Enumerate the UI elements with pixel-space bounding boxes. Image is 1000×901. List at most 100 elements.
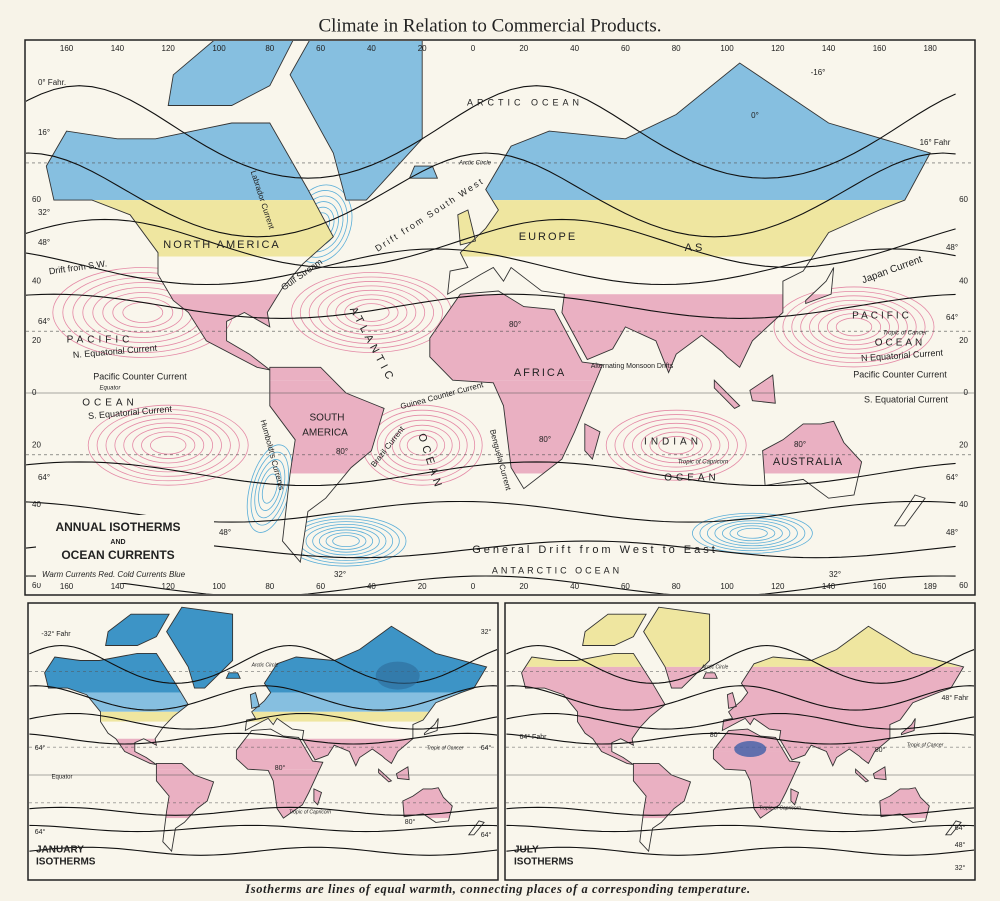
coastline — [395, 766, 410, 781]
map-label: 64° — [35, 744, 46, 752]
latitude-label: 60 — [959, 581, 968, 590]
map-label: General Drift from West to East — [472, 544, 718, 556]
latitude-label: 60 — [959, 195, 968, 204]
ocean-current — [123, 422, 214, 468]
inset-title: ISOTHERMS — [514, 857, 574, 868]
ocean-current — [722, 522, 783, 544]
isotherm — [26, 248, 956, 286]
ocean-current — [105, 413, 231, 477]
coastline — [167, 41, 294, 106]
map-label: 32° — [955, 864, 966, 872]
ocean-current — [835, 317, 873, 337]
longitude-label: 40 — [570, 44, 579, 53]
longitude-label: 60 — [621, 582, 630, 591]
legend-title: OCEAN CURRENTS — [61, 548, 174, 562]
map-label: ARCTIC OCEAN — [467, 97, 583, 107]
ocean-current — [317, 285, 426, 340]
ocean-current — [87, 404, 249, 486]
map-label: Tropic of Capricorn — [678, 460, 729, 466]
map-label: Tropic of Cancer — [427, 745, 464, 751]
isotherm — [26, 575, 956, 594]
latitude-label: 20 — [959, 336, 968, 345]
coastline — [879, 787, 930, 823]
legend-note: Warm Currents Red. Cold Currents Blue — [42, 570, 186, 579]
hot-region — [734, 741, 767, 758]
longitude-label: 20 — [519, 44, 528, 53]
coastline — [790, 788, 800, 806]
coastline — [244, 625, 488, 767]
longitude-label: 120 — [162, 582, 176, 591]
ocean-current — [384, 419, 461, 471]
map-label: OCEAN — [875, 338, 926, 349]
coastline — [313, 788, 323, 806]
longitude-label: 189 — [924, 582, 938, 591]
ocean-current — [699, 515, 806, 552]
coastline — [702, 672, 718, 679]
coastline — [378, 768, 393, 783]
ocean-current — [782, 290, 926, 363]
coastline — [44, 652, 189, 766]
isotherm — [29, 712, 497, 730]
ocean-current — [326, 289, 417, 336]
ocean-current — [623, 418, 730, 472]
coastline — [855, 768, 870, 783]
longitude-label: 120 — [771, 44, 785, 53]
longitude-label: 20 — [519, 582, 528, 591]
map-label: 0° Fahr. — [38, 78, 66, 87]
longitude-label: 180 — [924, 44, 938, 53]
isotherm — [26, 152, 956, 238]
ocean-current — [112, 297, 174, 328]
map-label: 80° — [875, 746, 886, 754]
ocean-current — [809, 304, 899, 350]
coastline — [402, 787, 453, 823]
ocean-current — [312, 526, 380, 556]
legend-title: AND — [110, 539, 125, 546]
ocean-current — [353, 303, 390, 322]
jan-map — [29, 604, 497, 879]
ocean-current — [391, 424, 453, 466]
caption: Isotherms are lines of equal warmth, con… — [244, 882, 750, 896]
map-label: 64° — [481, 744, 492, 752]
map-label: 64° — [35, 828, 46, 836]
latitude-label: 0 — [32, 388, 37, 397]
ocean-current — [150, 435, 187, 455]
isotherm — [26, 461, 956, 487]
map-label: NORTH AMERICA — [163, 239, 280, 251]
longitude-label: 120 — [771, 582, 785, 591]
map-label: -32° Fahr — [41, 630, 71, 638]
map-label: Arctic Circle — [701, 664, 729, 670]
coastline — [900, 718, 916, 736]
ocean-current — [791, 295, 917, 359]
map-label: 80° — [710, 731, 721, 739]
inset-title: JANUARY — [36, 845, 84, 856]
longitude-label: 20 — [418, 44, 427, 53]
climate-band — [44, 711, 487, 722]
map-label: 80° — [509, 320, 521, 329]
coastline — [105, 613, 170, 646]
map-label: PACIFIC — [852, 311, 912, 322]
july-map-frame — [504, 602, 976, 881]
longitude-label: 80 — [672, 44, 681, 53]
map-label: 32° — [829, 570, 841, 579]
ocean-current — [800, 299, 908, 355]
map-label: 32° — [481, 628, 492, 636]
map-label: 80° — [336, 447, 348, 456]
coastline — [582, 613, 647, 646]
map-label: 64° — [946, 473, 958, 482]
map-label: Arctic Circle — [251, 662, 279, 668]
ocean-current — [614, 414, 738, 477]
page-title: Climate in Relation to Commercial Produc… — [318, 15, 661, 36]
longitude-label: 40 — [570, 582, 579, 591]
coastline — [457, 209, 477, 246]
ocean-current — [632, 422, 721, 468]
isotherm — [26, 85, 956, 179]
longitude-label: 160 — [60, 582, 74, 591]
ocean-current — [826, 313, 882, 341]
inset-title: ISOTHERMS — [36, 857, 96, 868]
coastline — [155, 762, 215, 853]
longitude-label: 20 — [418, 582, 427, 591]
coastline — [749, 374, 776, 404]
coastline — [726, 691, 737, 709]
